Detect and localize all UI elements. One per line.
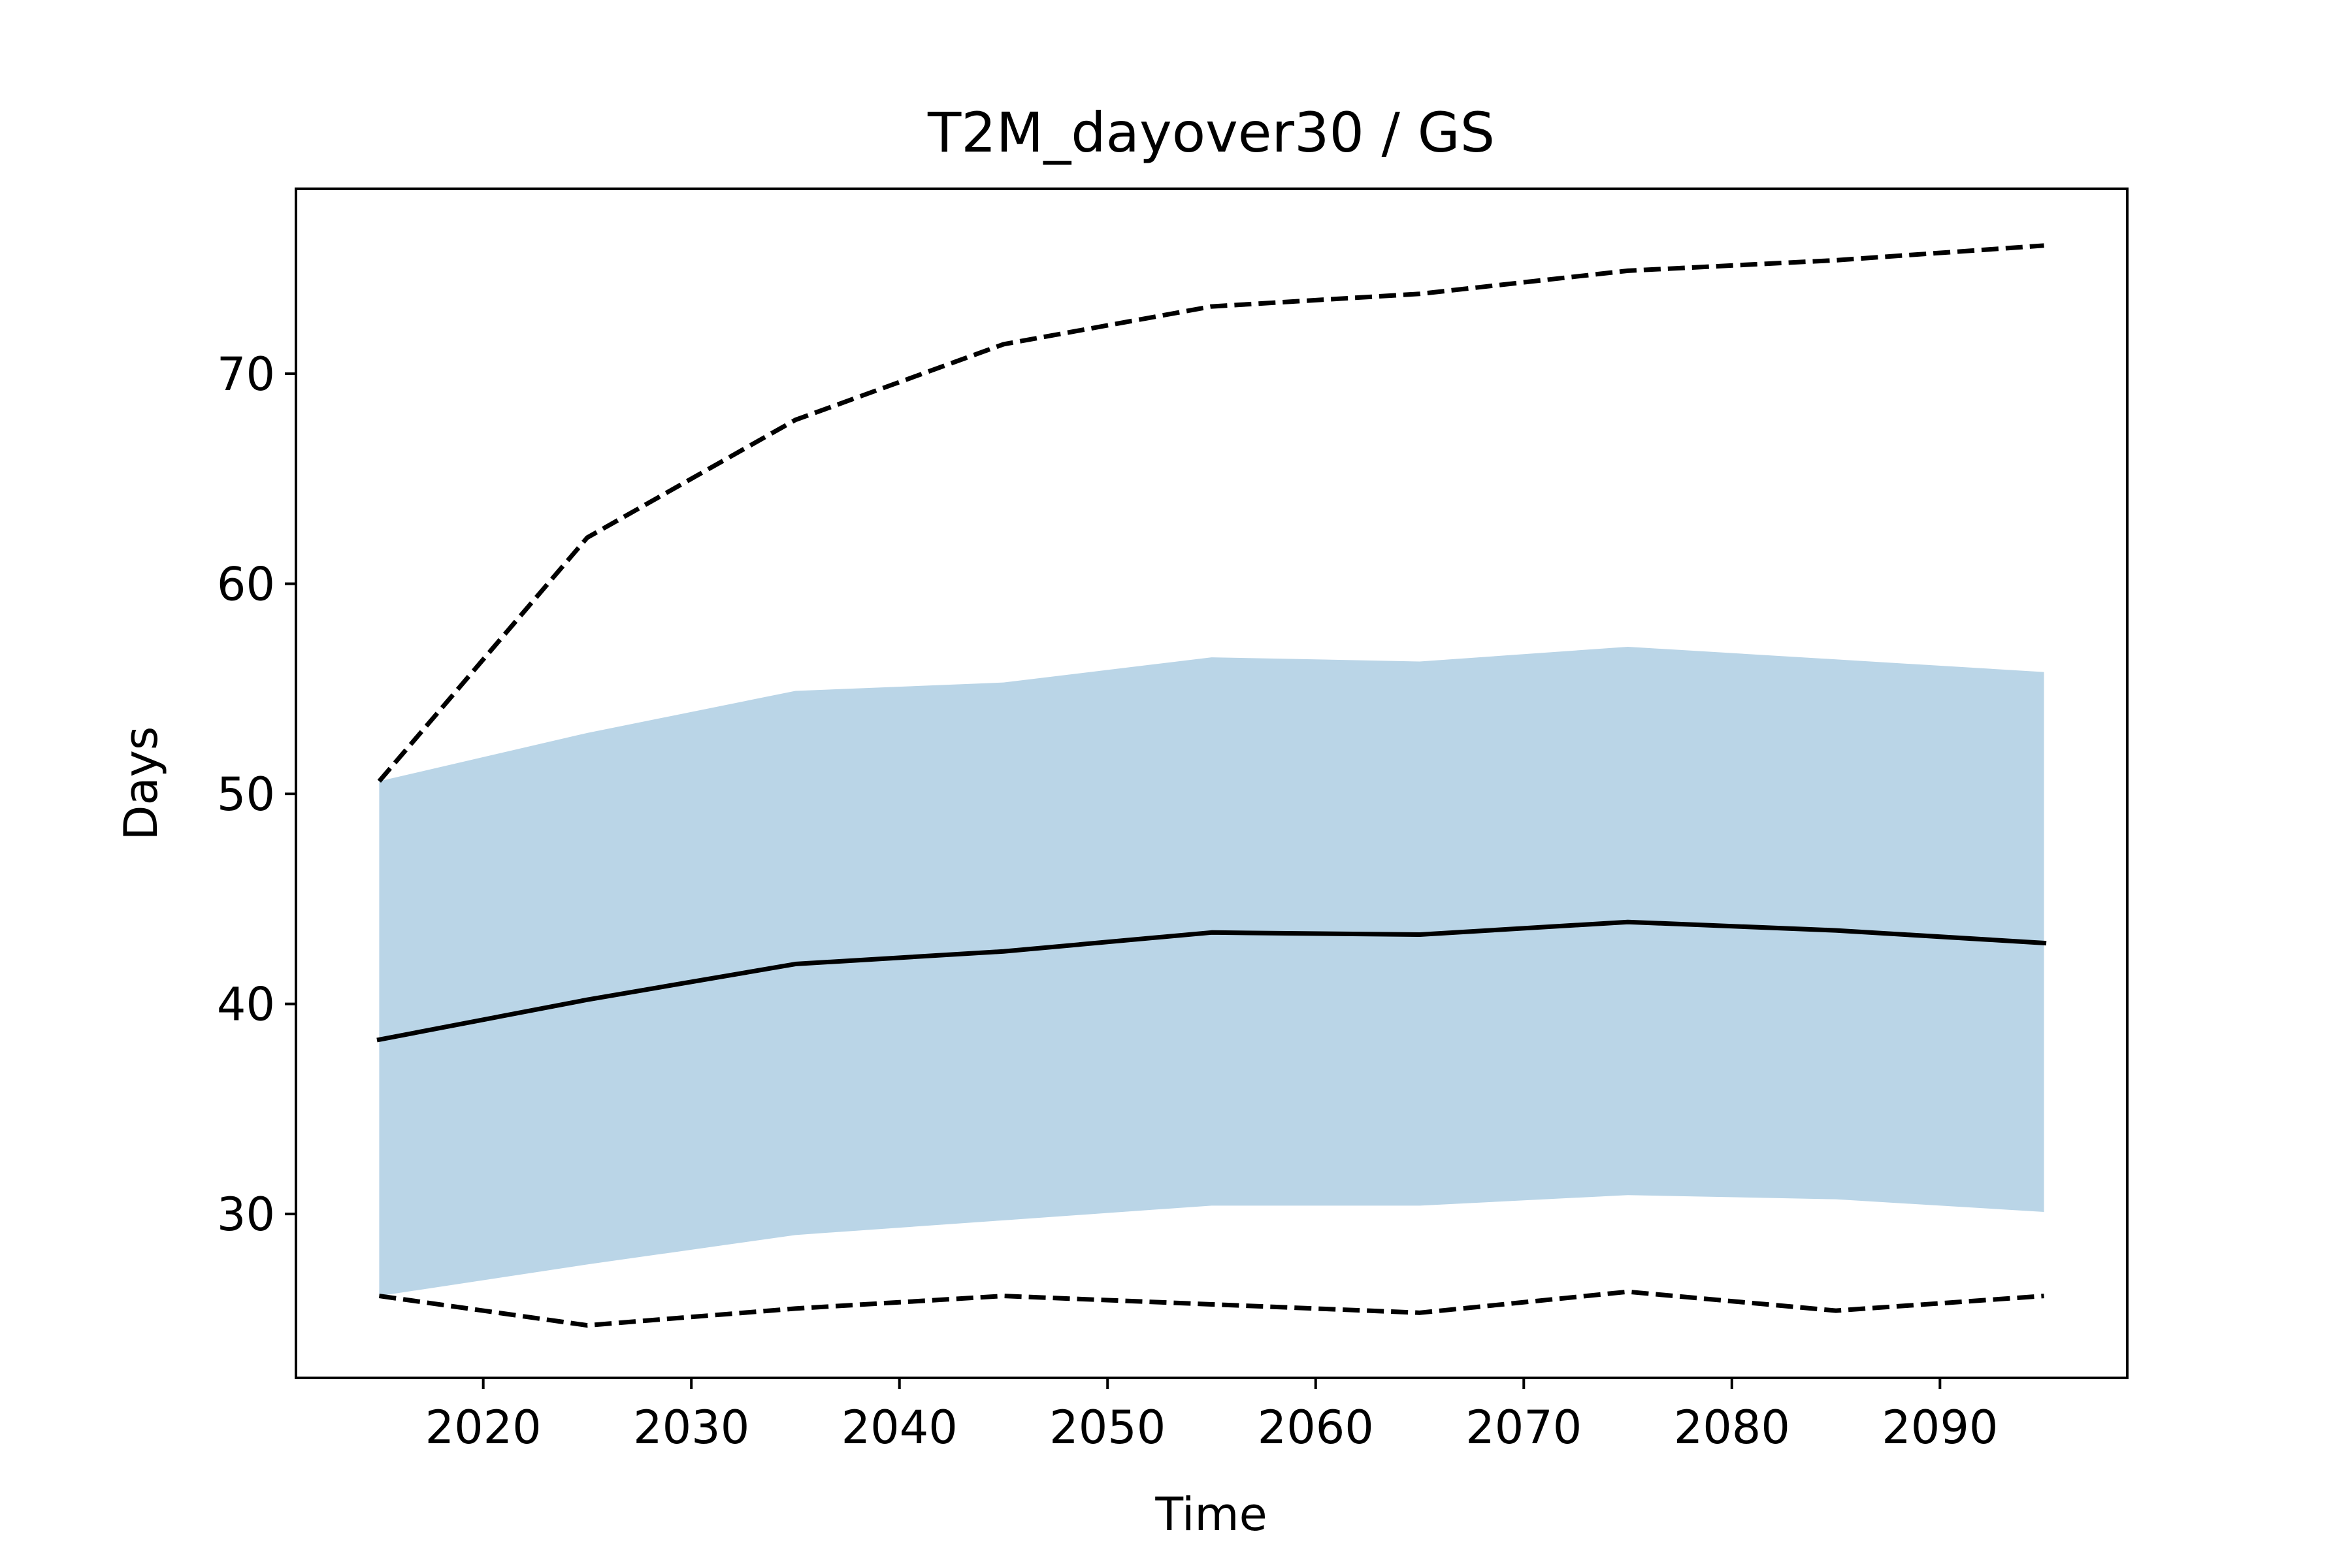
chart-title: T2M_dayover30 / GS: [927, 101, 1495, 165]
series-line-1: [376, 919, 2047, 1043]
y-axis: 30 40 50 60 70: [217, 348, 296, 1241]
y-tick-label: 50: [217, 768, 275, 821]
plot-frame: [295, 188, 2129, 1379]
x-tick-label: 2020: [425, 1401, 542, 1454]
range-band: [379, 646, 2044, 1296]
x-tick-label: 2090: [1882, 1401, 1998, 1454]
y-tick-label: 40: [217, 978, 275, 1032]
x-tick-label: 2040: [841, 1401, 958, 1454]
series-line-3: [378, 1289, 2044, 1328]
plot-area: [376, 243, 2047, 1328]
x-tick-label: 2050: [1049, 1401, 1166, 1454]
x-axis: 2020 2030 2040 2050 2060 2070 2080 2090: [425, 1378, 1998, 1454]
y-tick-label: 70: [217, 348, 275, 401]
series-line-2: [377, 243, 2044, 783]
y-axis-label: Days: [114, 727, 168, 841]
y-tick-label: 60: [217, 558, 275, 612]
x-tick-label: 2080: [1674, 1401, 1790, 1454]
x-axis-label: Time: [1154, 1488, 1267, 1541]
x-tick-label: 2060: [1258, 1401, 1374, 1454]
x-tick-label: 2070: [1465, 1401, 1582, 1454]
x-tick-label: 2030: [633, 1401, 749, 1454]
y-tick-label: 30: [217, 1188, 275, 1241]
